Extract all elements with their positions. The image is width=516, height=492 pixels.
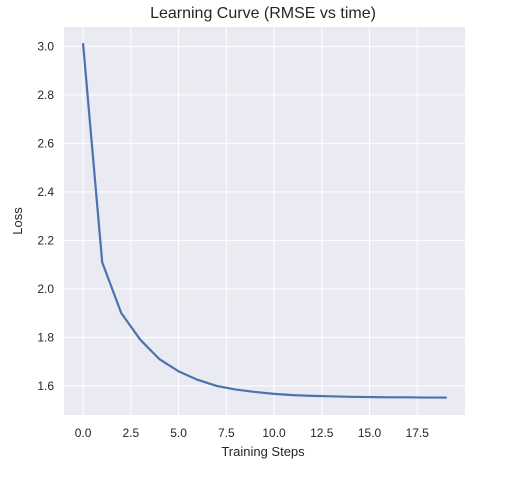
x-tick-label: 10.0 [262, 426, 286, 440]
y-tick-label: 1.8 [37, 330, 54, 344]
y-tick-label: 2.8 [37, 88, 54, 102]
y-tick-label: 3.0 [37, 39, 54, 53]
x-tick-label: 2.5 [122, 426, 139, 440]
y-tick-label: 2.0 [37, 282, 54, 296]
x-tick-label: 17.5 [406, 426, 430, 440]
loss-series-line [82, 42, 447, 399]
y-tick-label: 1.6 [37, 379, 54, 393]
chart-title: Learning Curve (RMSE vs time) [150, 5, 376, 22]
x-tick-label: 7.5 [218, 426, 235, 440]
x-tick-label: 0.0 [75, 426, 92, 440]
x-axis-label: Training Steps [221, 444, 305, 459]
y-tick-label: 2.2 [37, 233, 54, 247]
x-tick-label: 5.0 [170, 426, 187, 440]
y-axis-label: Loss [10, 207, 25, 235]
x-tick-label: 12.5 [310, 426, 334, 440]
plot-area [64, 27, 465, 415]
y-tick-label: 2.4 [37, 185, 54, 199]
y-tick-labels: 1.6 1.8 2.0 2.2 2.4 2.6 2.8 3.0 [37, 39, 54, 393]
y-tick-label: 2.6 [37, 136, 54, 150]
x-gridlines [82, 27, 418, 415]
x-tick-labels: 0.0 2.5 5.0 7.5 10.0 12.5 15.0 17.5 [75, 426, 430, 440]
x-tick-label: 15.0 [358, 426, 382, 440]
